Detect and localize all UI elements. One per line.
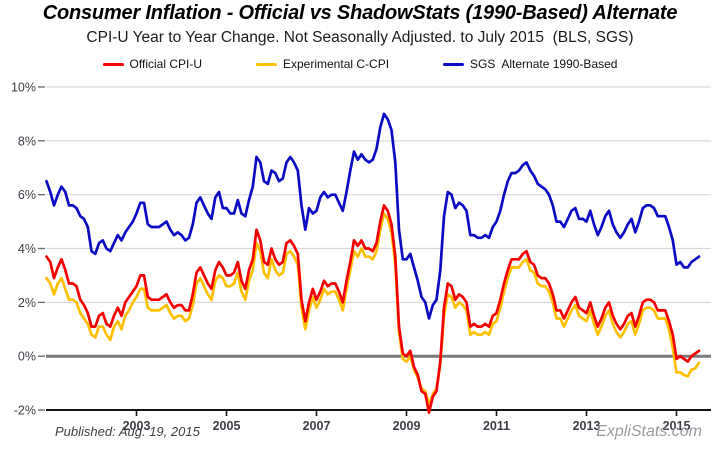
x-axis-label: 2013 <box>573 419 601 433</box>
y-axis-label: 6% <box>18 188 36 202</box>
series-line-experimental-c-cpi <box>45 212 701 407</box>
chart-subtitle: CPI-U Year to Year Change. Not Seasonall… <box>86 29 634 46</box>
y-axis-label: 0% <box>18 350 36 364</box>
legend: Official CPI-U Experimental C-CPI SGS Al… <box>0 57 720 71</box>
x-axis-label: 2003 <box>123 419 151 433</box>
x-axis-label: 2007 <box>303 419 331 433</box>
y-axis-label: 8% <box>18 134 36 148</box>
x-axis-label: 2009 <box>393 419 421 433</box>
x-axis-label: 2015 <box>663 419 691 433</box>
y-axis-label: -2% <box>14 404 36 418</box>
red-line-swatch-icon <box>102 62 124 66</box>
y-axis-label: 2% <box>18 296 36 310</box>
legend-item-experimental-ccpi: Experimental C-CPI <box>256 57 389 71</box>
series-line-official-cpi-u <box>45 204 701 415</box>
x-axis-label: 2011 <box>483 419 510 433</box>
legend-label: SGS Alternate 1990-Based <box>470 57 618 71</box>
legend-item-official-cpiu: Official CPI-U <box>102 57 202 71</box>
legend-item-sgs-alternate: SGS Alternate 1990-Based <box>443 57 617 71</box>
legend-label: Experimental C-CPI <box>283 57 390 71</box>
x-axis-label: 2005 <box>213 419 241 433</box>
brand-watermark: ExpliStats.com <box>596 423 702 440</box>
chart-title: Consumer Inflation - Official vs ShadowS… <box>42 2 678 24</box>
legend-label: Official CPI-U <box>129 57 202 71</box>
series-line-sgs-alternate-1990-based <box>45 112 701 320</box>
y-axis-label: 10% <box>11 81 36 95</box>
blue-line-swatch-icon <box>443 62 465 66</box>
y-axis-label: 4% <box>18 242 36 256</box>
yellow-line-swatch-icon <box>256 62 277 66</box>
published-date: Published: Aug. 19, 2015 <box>55 424 200 439</box>
